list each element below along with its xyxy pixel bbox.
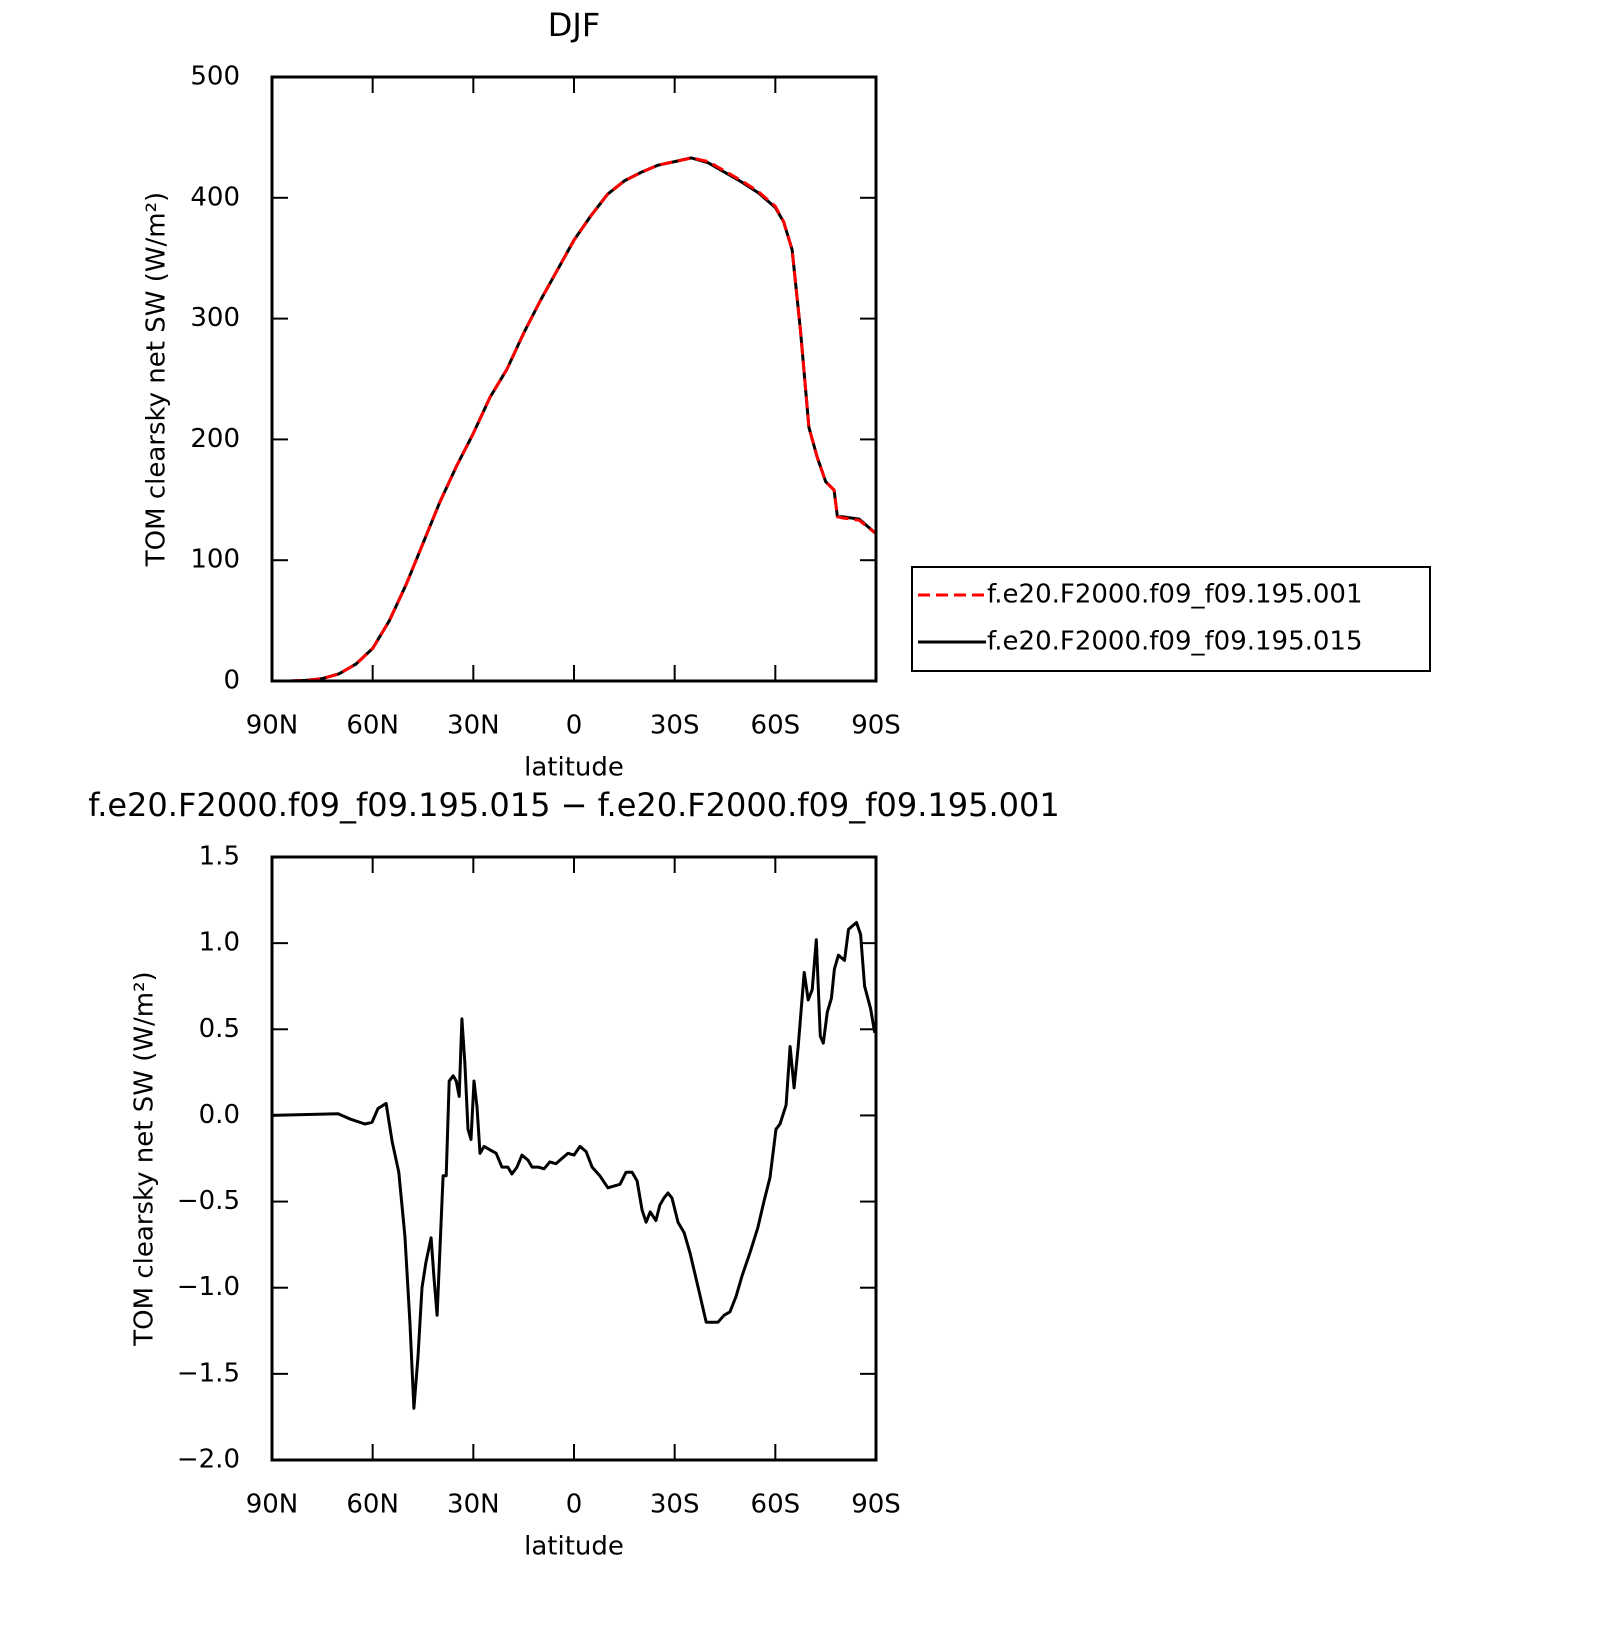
y-tick-label: 500 xyxy=(190,62,240,92)
y-tick-label: 0.5 xyxy=(199,1014,240,1044)
legend-box xyxy=(911,566,1431,672)
x-tick-label: 30N xyxy=(447,711,500,741)
x-tick-label: 30S xyxy=(650,711,700,741)
x-tick-label: 60N xyxy=(346,1490,399,1520)
plot-frame xyxy=(270,75,878,683)
data-line xyxy=(272,156,877,683)
y-tick-label: 1.0 xyxy=(199,928,240,958)
legend-label: f.e20.F2000.f09_f09.195.015 xyxy=(987,627,1363,657)
plot-frame xyxy=(270,855,878,1462)
data-line xyxy=(272,156,877,683)
chart-title: f.e20.F2000.f09_f09.195.015 − f.e20.F200… xyxy=(88,786,1060,824)
legend-label: f.e20.F2000.f09_f09.195.001 xyxy=(987,580,1363,610)
x-tick-label: 60N xyxy=(346,711,399,741)
y-tick-label: −2.0 xyxy=(177,1445,240,1475)
x-axis-label: latitude xyxy=(524,753,624,783)
y-tick-label: 200 xyxy=(190,424,240,454)
chart-title: DJF xyxy=(548,6,600,44)
x-tick-label: 0 xyxy=(566,1490,583,1520)
y-tick-label: 100 xyxy=(190,545,240,575)
x-tick-label: 60S xyxy=(751,711,801,741)
y-tick-label: 0 xyxy=(223,666,240,696)
x-tick-label: 30S xyxy=(650,1490,700,1520)
x-tick-label: 30N xyxy=(447,1490,500,1520)
x-tick-label: 90S xyxy=(851,1490,901,1520)
x-tick-label: 90N xyxy=(246,1490,299,1520)
y-axis-label: TOM clearsky net SW (W/m²) xyxy=(142,192,172,567)
x-tick-label: 90N xyxy=(246,711,299,741)
y-tick-label: 1.5 xyxy=(199,842,240,872)
data-line xyxy=(271,921,877,1410)
x-tick-label: 60S xyxy=(751,1490,801,1520)
x-axis-label: latitude xyxy=(524,1532,624,1562)
y-axis-label: TOM clearsky net SW (W/m²) xyxy=(130,971,160,1346)
y-tick-label: −1.5 xyxy=(177,1358,240,1388)
x-tick-label: 90S xyxy=(851,711,901,741)
y-tick-label: −1.0 xyxy=(177,1272,240,1302)
y-tick-label: 0.0 xyxy=(199,1100,240,1130)
x-tick-label: 0 xyxy=(566,711,583,741)
y-tick-label: 300 xyxy=(190,303,240,333)
y-tick-label: 400 xyxy=(190,182,240,212)
y-tick-label: −0.5 xyxy=(177,1186,240,1216)
